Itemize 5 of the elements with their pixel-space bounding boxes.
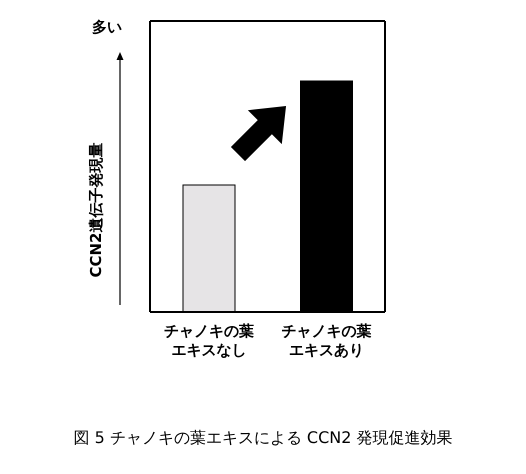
text: 多い — [92, 18, 122, 36]
x-tick-label: チャノキの葉エキスなし — [164, 322, 254, 359]
caption: 図 5 チャノキの葉エキスによる CCN2 発現促進効果 — [72, 428, 454, 449]
y-axis-title: CCN2遺伝子発現量 — [87, 142, 106, 278]
x-tick-label: チャノキの葉エキスあり — [281, 322, 372, 359]
